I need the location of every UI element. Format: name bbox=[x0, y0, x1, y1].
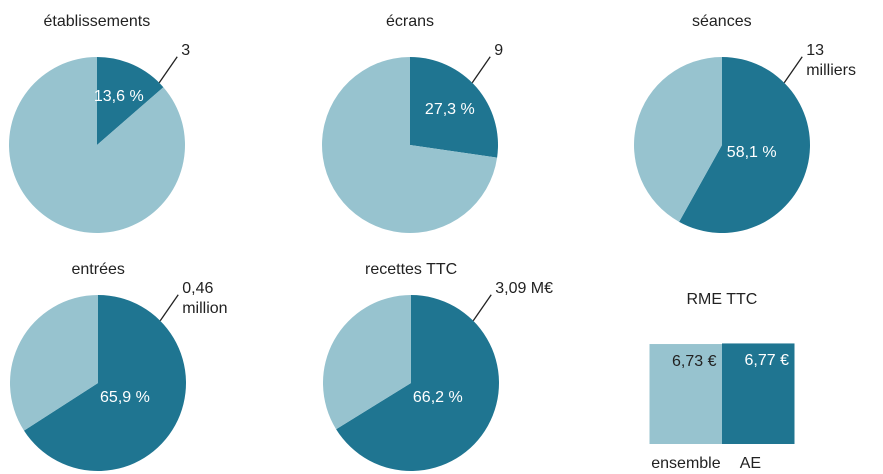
slice-label: 58,1 % bbox=[726, 143, 777, 161]
pie-slice bbox=[634, 57, 722, 222]
chart-title: établissements bbox=[43, 13, 151, 30]
pie-slice bbox=[410, 57, 498, 158]
x-tick-label: ensemble bbox=[651, 455, 721, 472]
pie-slice bbox=[679, 57, 811, 233]
chart-title: écrans bbox=[386, 13, 435, 30]
pie-slice bbox=[9, 57, 185, 234]
pie-slice bbox=[336, 295, 499, 471]
annotation: 3,09 M€ bbox=[495, 279, 554, 297]
annotation: 3 bbox=[181, 41, 191, 59]
slice-label: 65,9 % bbox=[100, 388, 150, 406]
leader-line bbox=[783, 56, 803, 84]
bar-label: 6,73 € bbox=[672, 353, 717, 371]
bar-label: 6,77 € bbox=[744, 352, 789, 370]
slice-label: 66,2 % bbox=[412, 389, 463, 406]
leader-line bbox=[472, 294, 492, 322]
slice-label: 27,3 % bbox=[424, 101, 475, 119]
pie-slice bbox=[323, 295, 411, 430]
chart-title: recettes TTC bbox=[365, 261, 458, 278]
annotation: 0,46 million bbox=[182, 279, 228, 317]
leader-line bbox=[471, 56, 491, 84]
leader-line bbox=[158, 56, 178, 84]
chart-title: séances bbox=[692, 13, 752, 30]
chart-title: entrées bbox=[71, 261, 125, 278]
slice-label: 13,6 % bbox=[93, 87, 144, 105]
leader-line bbox=[159, 294, 179, 322]
pie-slice bbox=[322, 57, 498, 234]
bar bbox=[722, 343, 795, 444]
chart-title: RME TTC bbox=[686, 291, 758, 308]
annotation: 13 milliers bbox=[806, 41, 856, 79]
pie-slice bbox=[9, 295, 99, 431]
pie-slice bbox=[23, 295, 186, 472]
pie-slice bbox=[97, 57, 164, 145]
annotation: 9 bbox=[494, 41, 504, 59]
bar bbox=[649, 344, 722, 444]
x-tick-label: AE bbox=[739, 455, 762, 472]
